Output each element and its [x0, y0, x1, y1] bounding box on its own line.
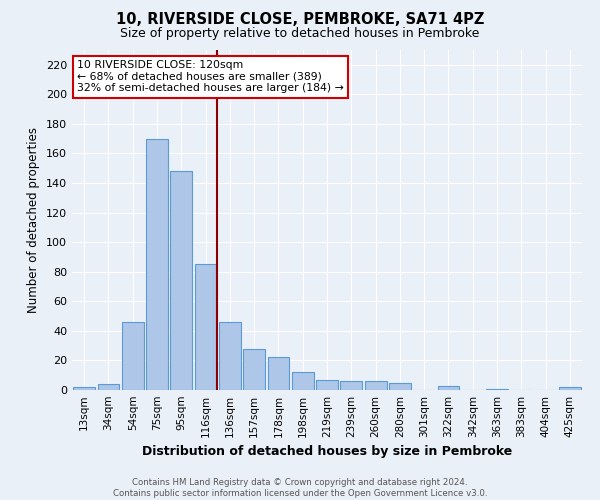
Text: 10 RIVERSIDE CLOSE: 120sqm
← 68% of detached houses are smaller (389)
32% of sem: 10 RIVERSIDE CLOSE: 120sqm ← 68% of deta… — [77, 60, 344, 94]
Bar — [437, 386, 460, 390]
Bar — [316, 380, 338, 390]
X-axis label: Distribution of detached houses by size in Pembroke: Distribution of detached houses by size … — [142, 446, 512, 458]
Bar — [170, 171, 192, 390]
Bar — [340, 381, 362, 390]
Y-axis label: Number of detached properties: Number of detached properties — [28, 127, 40, 313]
Bar — [486, 388, 508, 390]
Bar — [268, 358, 289, 390]
Bar — [389, 382, 411, 390]
Bar — [243, 348, 265, 390]
Text: Size of property relative to detached houses in Pembroke: Size of property relative to detached ho… — [121, 28, 479, 40]
Bar — [122, 322, 143, 390]
Bar — [219, 322, 241, 390]
Bar — [559, 387, 581, 390]
Bar — [292, 372, 314, 390]
Text: Contains HM Land Registry data © Crown copyright and database right 2024.
Contai: Contains HM Land Registry data © Crown c… — [113, 478, 487, 498]
Bar — [146, 138, 168, 390]
Bar — [365, 381, 386, 390]
Text: 10, RIVERSIDE CLOSE, PEMBROKE, SA71 4PZ: 10, RIVERSIDE CLOSE, PEMBROKE, SA71 4PZ — [116, 12, 484, 28]
Bar — [194, 264, 217, 390]
Bar — [97, 384, 119, 390]
Bar — [73, 387, 95, 390]
